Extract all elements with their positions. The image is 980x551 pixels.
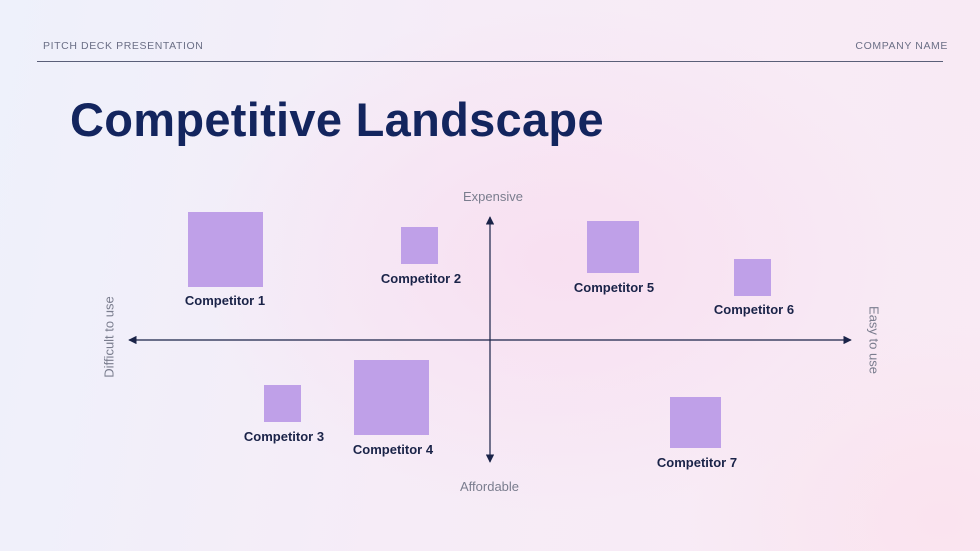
company-name-label: COMPANY NAME xyxy=(855,40,948,52)
competitor-4-box xyxy=(354,360,429,435)
axis-label-affordable: Affordable xyxy=(460,479,520,494)
competitor-5-box xyxy=(587,221,639,273)
competitor-6-label: Competitor 6 xyxy=(713,302,795,317)
competitor-1-label: Competitor 1 xyxy=(184,293,266,308)
axis-label-easy: Easy to use xyxy=(866,306,882,374)
competitor-2-box xyxy=(401,227,438,264)
axis-label-difficult: Difficult to use xyxy=(101,296,117,378)
axis-label-expensive: Expensive xyxy=(463,189,523,204)
competitor-5-label: Competitor 5 xyxy=(573,280,655,295)
competitor-2-label: Competitor 2 xyxy=(380,271,462,286)
competitor-7-box xyxy=(670,397,721,448)
competitor-3-label: Competitor 3 xyxy=(243,429,325,444)
competitor-7-label: Competitor 7 xyxy=(656,455,738,470)
deck-title-label: PITCH DECK PRESENTATION xyxy=(43,40,204,52)
competitor-4-label: Competitor 4 xyxy=(352,442,434,457)
competitor-3-box xyxy=(264,385,301,422)
header-divider xyxy=(37,61,943,62)
competitor-1-box xyxy=(188,212,263,287)
competitor-6-box xyxy=(734,259,771,296)
page-title: Competitive Landscape xyxy=(70,93,604,146)
